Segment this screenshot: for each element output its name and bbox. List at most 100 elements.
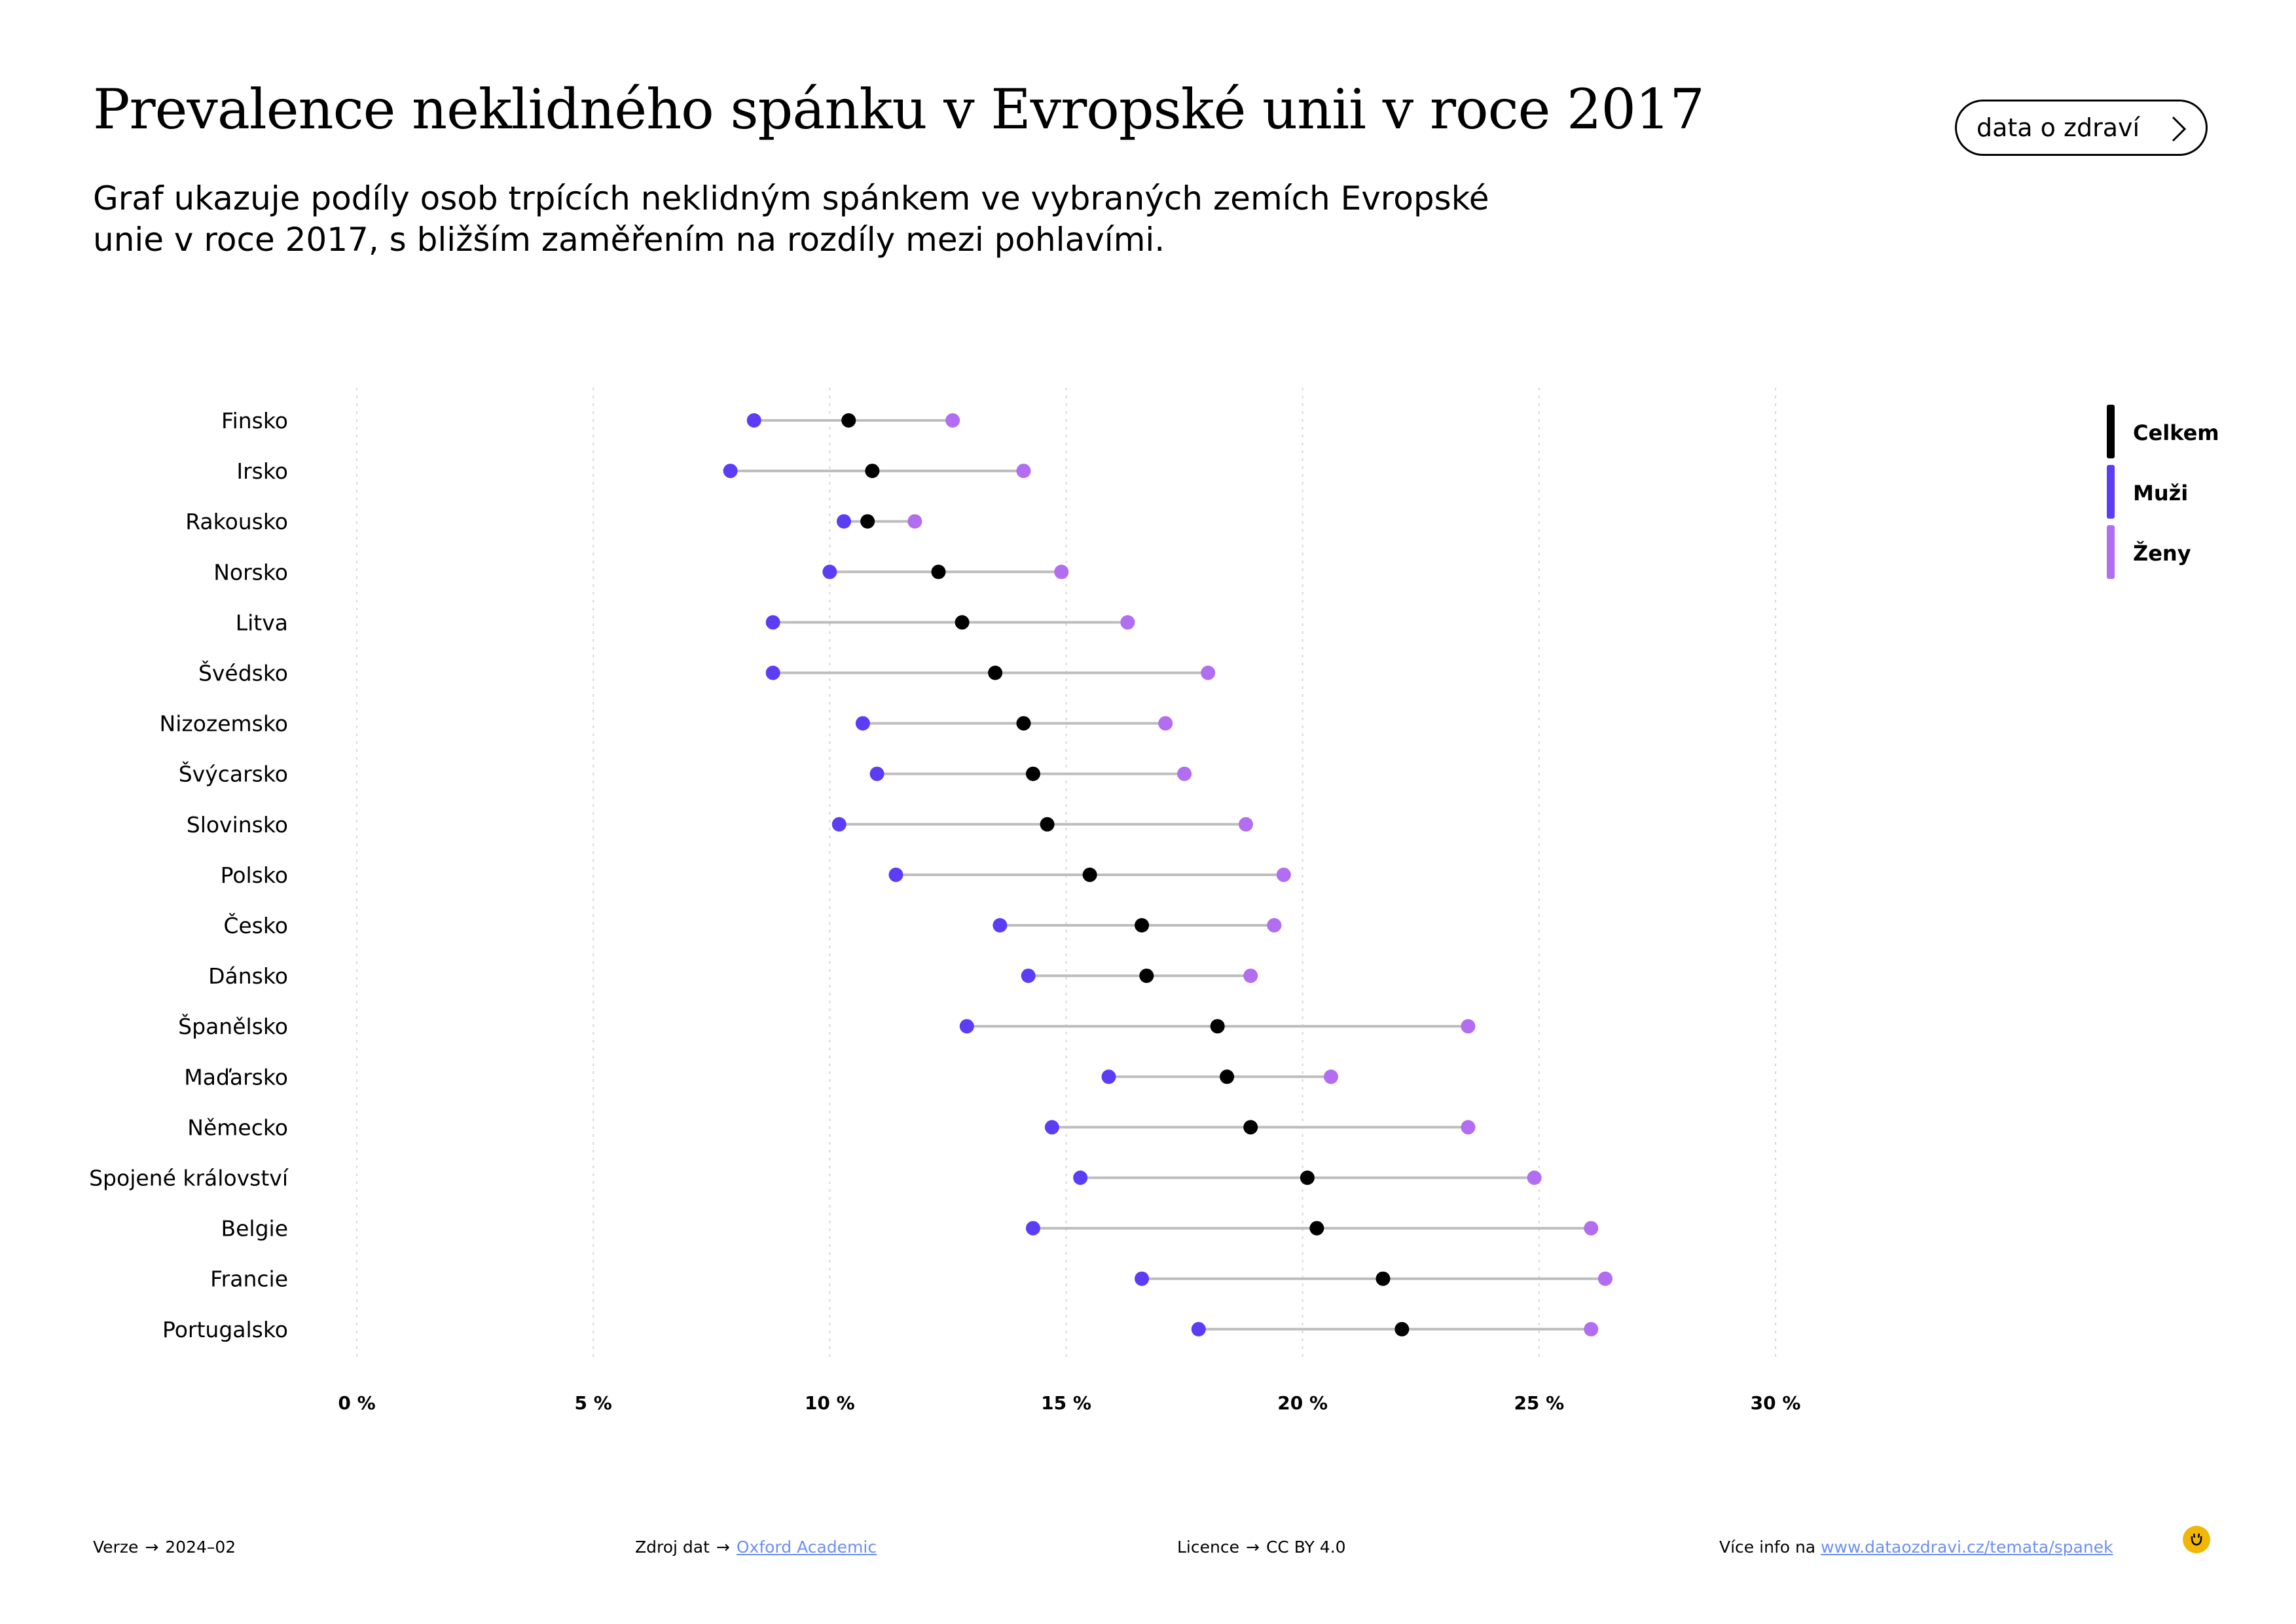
x-tick-label: 0 % [338, 1392, 375, 1414]
footer-version: Verze → 2024–02 [93, 1538, 236, 1557]
source-label: Zdroj dat [635, 1538, 710, 1557]
point-muzi [1135, 1271, 1150, 1286]
y-tick-label: Rakousko [185, 509, 288, 534]
license-label: Licence [1177, 1538, 1239, 1557]
x-tick-label: 20 % [1277, 1392, 1328, 1414]
y-tick-label: Nizozemsko [160, 711, 288, 737]
dumbbell-chart: 0 % 5 % 10 % 15 % 20 % 25 % 30 % Finsko Irsko Rak… [89, 388, 1801, 1414]
point-celkem [1025, 766, 1040, 781]
legend-label: Muži [2133, 481, 2189, 506]
point-celkem [860, 514, 875, 529]
point-zeny [1238, 817, 1253, 832]
point-muzi [993, 918, 1008, 932]
point-celkem [931, 564, 946, 580]
point-zeny [1597, 1271, 1613, 1286]
point-muzi [765, 615, 780, 630]
legend-swatch [2107, 525, 2115, 579]
point-zeny [907, 514, 922, 529]
license-value: CC BY 4.0 [1266, 1538, 1346, 1557]
point-celkem [1376, 1271, 1391, 1286]
point-muzi [1191, 1321, 1206, 1337]
point-muzi [831, 817, 847, 832]
point-celkem [1220, 1069, 1235, 1084]
point-zeny [1527, 1170, 1542, 1185]
point-celkem [1300, 1170, 1315, 1185]
point-muzi [959, 1019, 974, 1034]
point-muzi [1073, 1170, 1088, 1185]
point-muzi [765, 665, 780, 680]
point-muzi [1044, 1120, 1059, 1135]
y-tick-label: Maďarsko [184, 1064, 288, 1090]
version-value: 2024–02 [165, 1538, 236, 1557]
point-zeny [1201, 665, 1216, 680]
point-celkem [1210, 1019, 1225, 1034]
point-zeny [1584, 1321, 1599, 1337]
point-celkem [1243, 1120, 1258, 1135]
y-tick-label: Švédsko [198, 660, 288, 686]
point-zeny [1267, 918, 1282, 932]
y-tick-label: Irsko [236, 458, 288, 484]
point-zeny [945, 413, 960, 428]
point-celkem [841, 413, 856, 428]
y-tick-label: Belgie [221, 1216, 288, 1242]
point-muzi [723, 464, 738, 479]
version-label: Verze [93, 1538, 139, 1557]
legend-swatch [2107, 405, 2115, 458]
point-zeny [1461, 1120, 1476, 1135]
point-zeny [1276, 867, 1291, 882]
footer-source: Zdroj dat → Oxford Academic [635, 1538, 877, 1557]
legend-label: Ženy [2133, 541, 2191, 566]
point-celkem [1394, 1321, 1410, 1337]
page-subtitle: Graf ukazuje podíly osob trpících neklid… [93, 179, 1489, 259]
point-muzi [822, 564, 837, 580]
arrow-right-icon: → [145, 1538, 159, 1557]
x-tick-label: 25 % [1514, 1392, 1564, 1414]
point-celkem [1139, 969, 1154, 984]
point-muzi [1021, 969, 1036, 984]
legend-label: Celkem [2133, 420, 2219, 445]
footer-license: Licence → CC BY 4.0 [1177, 1538, 1346, 1557]
point-celkem [1016, 716, 1031, 731]
point-muzi [1101, 1069, 1116, 1084]
logo-badge-icon [2183, 1526, 2210, 1553]
point-celkem [1309, 1221, 1324, 1236]
point-zeny [1177, 766, 1192, 781]
button-label: data o zdraví [1977, 113, 2140, 142]
y-tick-label: Francie [210, 1266, 288, 1292]
point-zeny [1461, 1019, 1476, 1034]
chevron-right-icon [2172, 116, 2187, 142]
point-celkem [955, 615, 970, 630]
y-tick-label: Litva [236, 610, 288, 635]
point-zeny [1324, 1069, 1339, 1084]
point-celkem [988, 665, 1003, 680]
data-o-zdravi-button[interactable]: data o zdraví [1955, 100, 2208, 156]
y-tick-label: Česko [223, 912, 288, 938]
more-info-label: Více info na [1719, 1538, 1816, 1557]
page-title: Prevalence neklidného spánku v Evropské … [93, 77, 1705, 141]
y-tick-label: Německo [187, 1115, 288, 1140]
y-tick-label: Slovinsko [187, 812, 288, 838]
point-zeny [1016, 464, 1031, 479]
point-zeny [1120, 615, 1135, 630]
x-tick-label: 5 % [575, 1392, 612, 1414]
y-tick-label: Polsko [221, 862, 288, 888]
point-zeny [1243, 969, 1258, 984]
y-tick-label: Spojené království [89, 1166, 289, 1191]
footer-more-info: Více info na www.dataozdravi.cz/temata/s… [1719, 1538, 2113, 1557]
point-muzi [837, 514, 852, 529]
source-link[interactable]: Oxford Academic [736, 1538, 877, 1557]
point-celkem [1040, 817, 1055, 832]
y-tick-label: Švýcarsko [179, 761, 288, 787]
arrow-right-icon: → [1245, 1538, 1260, 1557]
y-tick-label: Norsko [213, 559, 288, 585]
point-muzi [869, 766, 884, 781]
x-tick-label: 15 % [1041, 1392, 1091, 1414]
x-tick-label: 10 % [805, 1392, 855, 1414]
x-tick-label: 30 % [1751, 1392, 1801, 1414]
point-celkem [865, 464, 880, 479]
y-tick-label: Španělsko [178, 1013, 288, 1039]
point-celkem [1135, 918, 1150, 932]
more-info-link[interactable]: www.dataozdravi.cz/temata/spanek [1821, 1538, 2113, 1557]
point-zeny [1158, 716, 1173, 731]
legend-swatch [2107, 465, 2115, 519]
